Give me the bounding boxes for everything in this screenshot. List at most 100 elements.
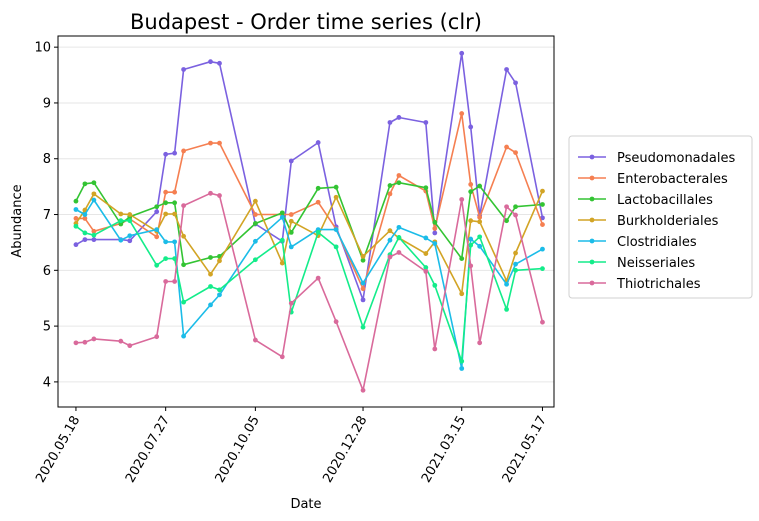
data-point (91, 180, 97, 186)
legend-item: Thiotrichales (578, 277, 701, 292)
series-thiotrichales (73, 190, 545, 393)
legend-label: Pseudomonadales (617, 151, 735, 166)
data-point (82, 216, 88, 221)
data-point (118, 221, 124, 227)
series-line (75, 52, 544, 301)
data-point (540, 188, 545, 194)
data-point (163, 256, 169, 261)
legend-item: Burkholderiales (578, 214, 719, 229)
data-point (279, 210, 285, 216)
data-point (504, 144, 509, 150)
data-point (154, 209, 160, 215)
data-point (82, 230, 88, 236)
series-enterobacterales (73, 111, 545, 292)
data-point (217, 258, 222, 264)
y-tick-label: 7 (43, 208, 51, 223)
legend-label: Lactobacillales (617, 193, 713, 208)
data-point (459, 256, 465, 261)
data-point (181, 233, 187, 239)
data-point (217, 60, 222, 66)
data-point (127, 212, 133, 217)
data-point (208, 271, 213, 277)
data-point (423, 235, 429, 241)
data-point (477, 243, 483, 249)
y-axis: 4 5 6 7 8 9 10 (34, 41, 58, 390)
data-point (172, 200, 178, 206)
legend-label: Burkholderiales (617, 214, 719, 229)
data-point (360, 280, 366, 286)
data-point (360, 257, 366, 263)
data-point (504, 281, 509, 287)
data-point (208, 255, 213, 260)
data-point (432, 282, 438, 288)
data-point (252, 198, 258, 204)
data-point (513, 80, 518, 86)
plot-frame (57, 35, 555, 408)
data-point (208, 284, 213, 289)
legend-label: Thiotrichales (616, 277, 701, 292)
data-point (172, 211, 178, 217)
data-point (181, 67, 187, 72)
data-point (423, 265, 429, 270)
data-point (252, 337, 258, 343)
data-point (540, 319, 545, 325)
data-point (387, 120, 393, 125)
data-point (73, 198, 79, 204)
data-point (288, 300, 294, 306)
data-point (504, 306, 509, 312)
data-point (432, 219, 438, 225)
data-point (288, 218, 294, 224)
legend-item: Enterobacterales (578, 172, 728, 187)
data-point (513, 267, 518, 273)
y-tick-label: 6 (43, 264, 51, 279)
y-tick-label: 4 (43, 375, 51, 390)
data-point (127, 218, 133, 224)
x-tick-label: 2021.03.15 (419, 414, 469, 486)
data-point (423, 185, 429, 191)
legend-marker (589, 154, 595, 160)
data-point (468, 236, 474, 242)
x-tick-label: 2020.10.05 (213, 414, 263, 486)
data-point (387, 237, 393, 243)
data-point (459, 366, 465, 371)
x-tick-label: 2020.12.28 (320, 414, 370, 486)
data-point (288, 229, 294, 235)
data-point (459, 197, 465, 202)
data-point (172, 279, 178, 284)
data-point (459, 291, 465, 297)
data-point (477, 234, 483, 240)
data-point (127, 343, 133, 349)
data-point (468, 263, 474, 269)
data-point (504, 67, 509, 72)
data-point (432, 230, 438, 236)
data-point (252, 257, 258, 263)
legend-marker (589, 175, 595, 181)
data-point (360, 387, 366, 393)
data-point (172, 256, 178, 261)
data-point (154, 262, 160, 268)
data-point (540, 202, 545, 207)
data-point (315, 140, 321, 145)
data-point (208, 59, 213, 65)
series-neisseriales (73, 218, 545, 364)
data-point (118, 338, 124, 344)
data-point (504, 218, 509, 224)
data-point (217, 193, 222, 198)
data-point (252, 221, 258, 226)
data-point (73, 242, 79, 248)
legend-item: Clostridiales (578, 235, 697, 250)
data-point (468, 182, 474, 187)
data-point (73, 340, 79, 346)
data-point (217, 140, 222, 146)
data-point (288, 158, 294, 164)
data-point (118, 211, 124, 217)
data-point (82, 181, 88, 187)
data-point (540, 266, 545, 272)
data-point (360, 286, 366, 292)
legend-item: Pseudomonadales (578, 151, 735, 166)
series-lactobacillales (73, 180, 545, 268)
x-axis-label: Date (290, 497, 321, 512)
y-axis-label: Abundance (10, 184, 25, 257)
data-point (73, 207, 79, 212)
